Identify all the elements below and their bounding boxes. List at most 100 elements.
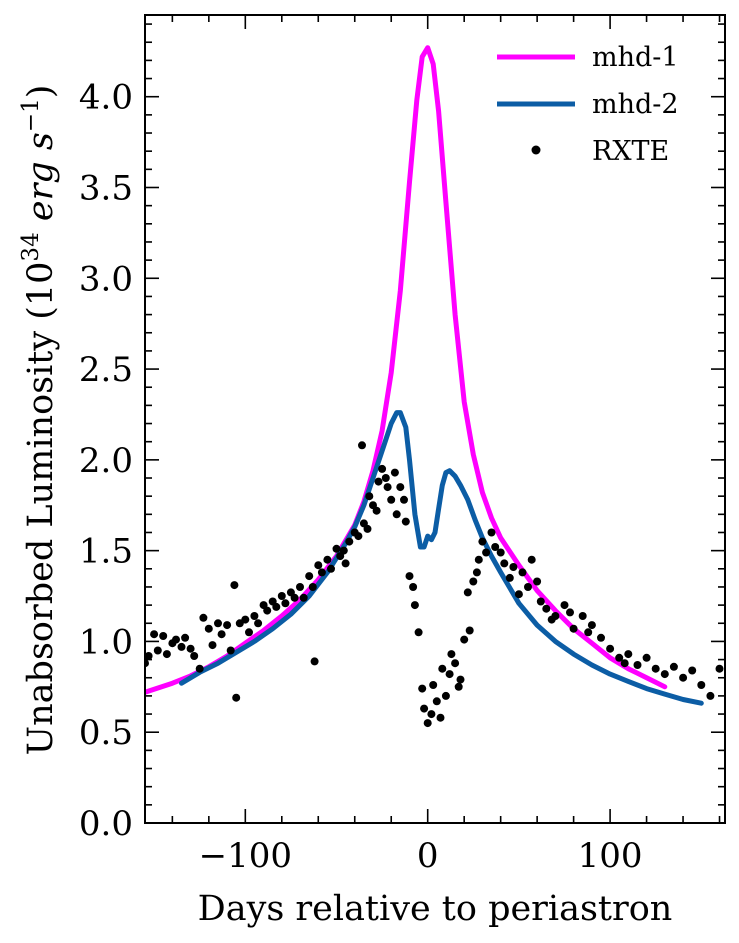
rxte-point xyxy=(387,495,396,504)
rxte-point xyxy=(496,548,505,557)
rxte-point xyxy=(372,506,381,515)
rxte-point xyxy=(317,568,326,577)
rxte-point xyxy=(429,681,438,689)
rxte-point xyxy=(524,583,532,591)
rxte-point xyxy=(456,675,465,684)
rxte-point xyxy=(226,646,235,655)
rxte-point xyxy=(177,642,186,651)
rxte-point xyxy=(217,630,226,639)
rxte-point xyxy=(290,593,299,602)
plot-frame xyxy=(144,14,726,824)
rxte-point xyxy=(615,653,624,662)
series-line-mhd-1 xyxy=(145,45,668,695)
rxte-point xyxy=(487,528,496,537)
rxte-point xyxy=(223,621,232,630)
x-tick-label: 0 xyxy=(417,836,439,876)
rxte-point xyxy=(381,474,390,482)
rxte-point xyxy=(199,613,208,622)
rxte-point xyxy=(423,719,432,728)
rxte-point xyxy=(606,644,615,653)
rxte-point xyxy=(427,710,436,719)
rxte-point xyxy=(518,568,527,577)
legend-label-mhd-2: mhd-2 xyxy=(592,89,679,120)
rxte-point xyxy=(441,691,450,700)
rxte-point xyxy=(186,644,195,653)
rxte-point xyxy=(472,568,481,577)
y-tick-label: 1.5 xyxy=(79,532,133,572)
rxte-point xyxy=(345,537,354,546)
rxte-point xyxy=(383,483,392,492)
rxte-point xyxy=(358,441,366,450)
rxte-point xyxy=(418,684,427,693)
plot-area xyxy=(144,14,726,824)
rxte-point xyxy=(669,662,678,671)
rxte-point xyxy=(190,652,199,660)
rxte-point xyxy=(469,577,478,586)
rxte-point xyxy=(660,670,669,679)
rxte-point xyxy=(566,608,574,617)
rxte-point xyxy=(482,548,491,557)
rxte-point xyxy=(281,599,290,608)
rxte-point xyxy=(463,588,472,597)
rxte-point xyxy=(409,583,418,591)
rxte-point xyxy=(365,492,374,501)
y-tick-label: 2.0 xyxy=(79,441,133,481)
rxte-point xyxy=(400,495,408,504)
rxte-point xyxy=(478,537,487,546)
legend-label-mhd-1: mhd-1 xyxy=(592,42,679,73)
rxte-point xyxy=(250,612,259,620)
rxte-point xyxy=(241,615,250,624)
rxte-point xyxy=(551,612,560,620)
y-tick-label: 4.0 xyxy=(79,78,133,118)
rxte-point xyxy=(405,572,414,581)
rxte-point xyxy=(500,559,509,568)
rxte-point xyxy=(432,697,441,706)
rxte-point xyxy=(162,650,171,659)
rxte-point xyxy=(451,659,460,668)
x-tick-label: 100 xyxy=(578,836,643,876)
rxte-point xyxy=(263,606,272,615)
rxte-point xyxy=(715,664,724,673)
rxte-point xyxy=(438,664,447,673)
y-tick-label: 3.0 xyxy=(79,259,133,299)
rxte-point xyxy=(436,713,445,722)
rxte-point xyxy=(181,633,190,642)
rxte-point xyxy=(527,555,536,564)
rxte-point xyxy=(390,468,399,477)
rxte-point xyxy=(697,681,706,689)
rxte-point xyxy=(533,577,542,586)
rxte-point xyxy=(465,626,474,635)
x-axis-title: Days relative to periastron xyxy=(198,889,673,929)
y-axis-exponent: 34 xyxy=(18,232,44,261)
rxte-point xyxy=(208,641,217,650)
rxte-point xyxy=(514,590,523,599)
rxte-point xyxy=(491,543,500,551)
rxte-point xyxy=(305,572,314,581)
rxte-point xyxy=(688,666,697,675)
x-tick-label: −100 xyxy=(199,836,292,876)
rxte-point xyxy=(392,510,401,519)
y-axis-title: Unabsorbed Luminosity (1034 erg s−1) xyxy=(18,85,61,756)
rxte-point xyxy=(299,593,308,602)
rxte-point xyxy=(474,555,483,564)
rxte-point xyxy=(620,659,629,668)
rxte-point xyxy=(204,624,213,633)
rxte-point xyxy=(624,650,633,659)
rxte-point xyxy=(414,628,423,637)
rxte-point xyxy=(454,682,463,691)
rxte-point xyxy=(339,546,348,555)
rxte-point xyxy=(150,630,159,639)
rxte-point xyxy=(445,670,454,679)
y-tick-label: 0.0 xyxy=(79,804,133,844)
rxte-point xyxy=(272,602,281,611)
rxte-point xyxy=(374,477,383,486)
rxte-point xyxy=(254,619,263,628)
rxte-point xyxy=(308,583,317,591)
rxte-point xyxy=(651,664,660,673)
rxte-point xyxy=(536,597,545,606)
legend: mhd-1 mhd-2 RXTE xyxy=(497,42,679,167)
y-axis-exponent-2: −1 xyxy=(18,98,44,132)
rxte-point xyxy=(332,544,341,553)
rxte-point xyxy=(447,650,456,659)
